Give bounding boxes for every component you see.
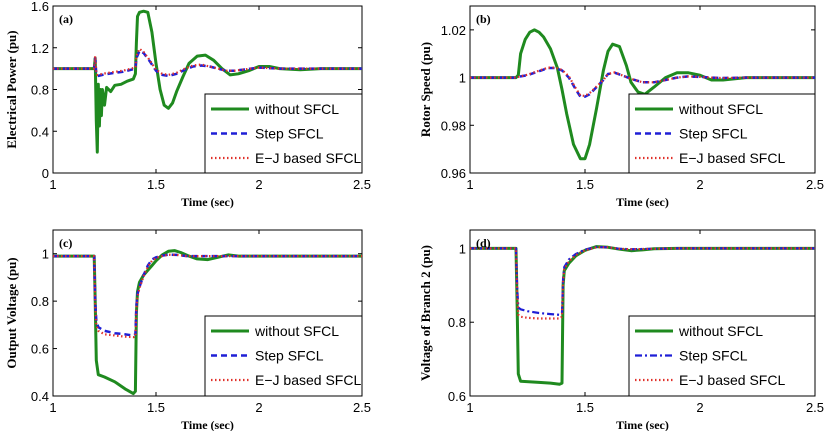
- x-axis-label: Time (sec): [181, 418, 234, 431]
- series-line-ej: [470, 246, 815, 320]
- panel-label: (c): [59, 236, 72, 250]
- y-tick-label: 0: [42, 166, 49, 181]
- legend-label: E−J based SFCL: [255, 150, 361, 166]
- x-tick-label: 2.5: [353, 177, 371, 192]
- y-tick-label: 1: [42, 247, 49, 262]
- legend-label: Step SFCL: [255, 126, 324, 142]
- y-tick-label: 0.6: [31, 342, 49, 357]
- panel-label: (a): [59, 12, 73, 26]
- panel-label: (d): [476, 236, 491, 250]
- y-axis-label: Rotor Speed (pu): [418, 42, 433, 137]
- x-tick-label: 2: [696, 400, 703, 415]
- x-tick-label: 2: [255, 177, 262, 192]
- panel-label: (b): [476, 12, 491, 26]
- x-tick-label: 2.5: [353, 400, 371, 415]
- y-tick-label: 0.4: [31, 389, 49, 404]
- y-tick-label: 0.8: [31, 294, 49, 309]
- y-tick-label: 0.96: [441, 166, 466, 181]
- y-tick-label: 1.2: [31, 41, 49, 56]
- legend-label: Step SFCL: [679, 126, 748, 142]
- series-line-step: [470, 66, 815, 98]
- x-tick-label: 2.5: [806, 400, 824, 415]
- y-axis-label: Electrical Power (pu): [4, 30, 19, 148]
- series-line-without: [53, 9, 362, 154]
- x-tick-label: 1.5: [147, 177, 165, 192]
- y-tick-label: 1.02: [441, 23, 466, 38]
- y-tick-label: 0.4: [31, 124, 49, 139]
- legend-label: without SFCL: [254, 323, 339, 339]
- legend-label: without SFCL: [254, 101, 339, 117]
- x-tick-label: 1: [466, 177, 473, 192]
- series-line-without: [53, 249, 362, 396]
- y-tick-label: 0.8: [31, 83, 49, 98]
- x-tick-label: 2.5: [806, 177, 824, 192]
- x-tick-label: 2: [696, 177, 703, 192]
- legend-label: E−J based SFCL: [679, 372, 785, 388]
- legend-label: Step SFCL: [255, 348, 324, 364]
- series-line-without: [470, 28, 815, 161]
- legend: without SFCL Step SFCL E−J based SFCL: [204, 93, 363, 174]
- y-tick-label: 1: [459, 241, 466, 256]
- x-tick-label: 1: [49, 177, 56, 192]
- series-line-step: [53, 253, 362, 337]
- x-tick-label: 1.5: [147, 400, 165, 415]
- x-axis-label: Time (sec): [616, 195, 669, 209]
- series-line-step: [470, 245, 815, 316]
- chart-panel: 1 1.5 2 2.5 0.96 0.98 1 1.02 (b) Time (sec) Rotor …: [418, 5, 824, 209]
- y-tick-label: 1.6: [31, 0, 49, 14]
- legend: without SFCL Step SFCL E−J based SFCL: [204, 315, 363, 397]
- legend-label: E−J based SFCL: [679, 150, 785, 166]
- y-axis-label: Voltage of Branch 2 (pu): [418, 245, 433, 381]
- legend-label: E−J based SFCL: [255, 372, 361, 388]
- legend: without SFCL Step SFCL E−J based SFCL: [628, 315, 816, 397]
- x-tick-label: 1: [466, 400, 473, 415]
- legend-label: without SFCL: [678, 101, 763, 117]
- legend: without SFCL Step SFCL E−J based SFCL: [628, 93, 816, 174]
- y-axis-label: Output Voltage (pu): [4, 257, 19, 368]
- y-tick-label: 0.8: [448, 315, 466, 330]
- y-tick-label: 0.98: [441, 118, 466, 133]
- legend-label: Step SFCL: [679, 348, 748, 364]
- chart-panel: 1 1.5 2 2.5 0 0.4 0.8 1.2 1.6 (a) Time (sec) Electr…: [4, 0, 371, 209]
- x-tick-label: 2: [255, 400, 262, 415]
- chart-panel: 1 1.5 2 2.5 0.6 0.8 1 (d) Time (sec) Voltage of B…: [418, 229, 824, 431]
- y-tick-label: 1: [459, 71, 466, 86]
- x-tick-label: 1.5: [576, 400, 594, 415]
- series-line-ej: [53, 253, 362, 339]
- x-axis-label: Time (sec): [616, 418, 669, 431]
- y-tick-label: 0.6: [448, 389, 466, 404]
- x-tick-label: 1.5: [576, 177, 594, 192]
- x-axis-label: Time (sec): [181, 195, 234, 209]
- chart-panel: 1 1.5 2 2.5 0.4 0.6 0.8 1 (c) Time (sec) Output Vo…: [4, 229, 371, 431]
- series-line-step: [53, 49, 362, 78]
- legend-label: without SFCL: [678, 323, 763, 339]
- x-tick-label: 1: [49, 400, 56, 415]
